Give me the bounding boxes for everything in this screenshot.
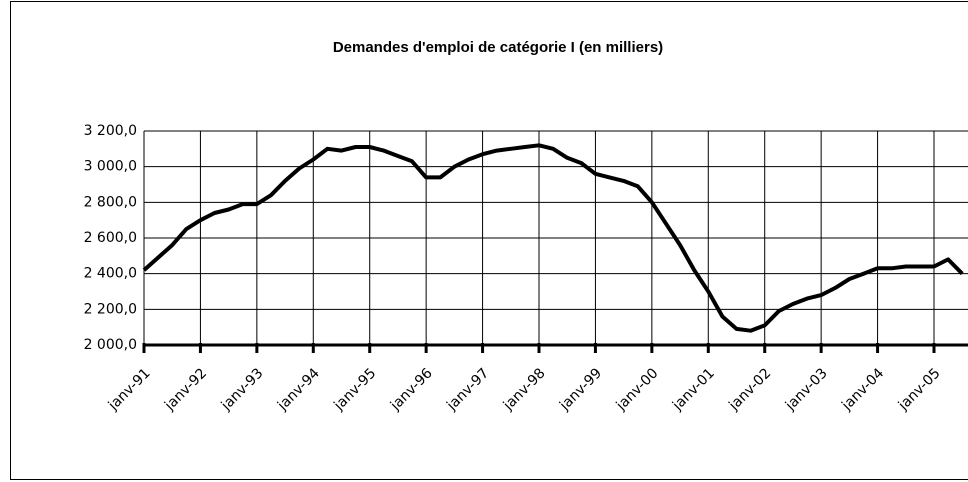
y-tick-label: 3 000,0: [84, 159, 137, 175]
y-tick-label: 2 400,0: [84, 266, 137, 282]
chart-title: Demandes d'emploi de catégorie I (en mil…: [333, 39, 663, 56]
y-tick-label: 2 000,0: [84, 337, 137, 353]
y-tick-label: 2 600,0: [84, 230, 137, 246]
chart-frame: [10, 1, 968, 480]
data-line: [142, 143, 964, 333]
y-tick-label: 2 200,0: [84, 301, 137, 317]
y-tick-label: 3 200,0: [84, 123, 137, 139]
y-tick-label: 2 800,0: [84, 194, 137, 210]
